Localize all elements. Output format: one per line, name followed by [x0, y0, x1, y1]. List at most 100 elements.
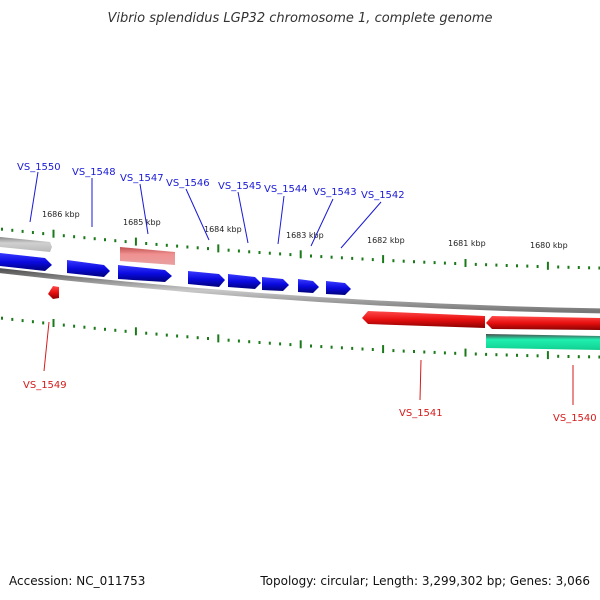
gene-label-vs1543[interactable]: VS_1543	[313, 187, 357, 198]
accession-text: Accession: NC_011753	[9, 574, 145, 588]
major-tick	[382, 255, 385, 264]
minor-tick	[145, 242, 148, 245]
minor-tick	[320, 345, 323, 349]
gene-arrow-vs1542[interactable]	[326, 281, 351, 295]
gene-arrow-vs1546[interactable]	[188, 271, 225, 287]
major-tick	[464, 348, 467, 357]
minor-tick	[279, 342, 282, 346]
minor-tick	[93, 326, 96, 330]
minor-tick	[495, 263, 498, 267]
gene-arrow-vs1543[interactable]	[298, 279, 319, 293]
minor-tick	[289, 343, 292, 347]
gene-label-vs1548[interactable]: VS_1548	[72, 167, 116, 178]
minor-tick	[237, 339, 240, 343]
minor-tick	[598, 266, 600, 270]
minor-tick	[186, 245, 189, 249]
minor-tick	[42, 232, 45, 236]
minor-tick	[31, 231, 34, 234]
minor-tick	[289, 253, 292, 257]
minor-tick	[330, 345, 333, 349]
minor-tick	[227, 338, 230, 342]
reverse-gene-labels: VS_1549 VS_1541 VS_1540	[23, 321, 597, 424]
minor-tick	[62, 323, 65, 327]
kbp-label: 1681 kbp	[448, 239, 486, 248]
major-tick	[382, 345, 385, 354]
gene-label-vs1544[interactable]: VS_1544	[264, 184, 308, 195]
gene-label-vs1545[interactable]: VS_1545	[218, 181, 262, 192]
minor-tick	[402, 259, 405, 263]
minor-tick	[320, 255, 323, 259]
gene-arrow-vs1540[interactable]	[486, 334, 600, 350]
minor-tick	[310, 344, 312, 348]
minor-tick	[114, 328, 117, 332]
minor-tick	[196, 246, 199, 250]
minor-tick	[258, 251, 261, 254]
minor-tick	[340, 346, 343, 350]
major-tick	[52, 319, 55, 327]
gene-arrow-vs1541[interactable]	[362, 311, 485, 328]
minor-tick	[423, 350, 426, 354]
gene-label-vs1550[interactable]: VS_1550	[17, 162, 61, 173]
kbp-labels: 1686 kbp 1685 kbp 1684 kbp 1683 kbp 1682…	[42, 210, 568, 250]
minor-tick	[454, 262, 457, 265]
minor-tick	[1, 316, 3, 320]
leader-line	[43, 321, 50, 372]
minor-tick	[176, 244, 179, 248]
kbp-label: 1682 kbp	[367, 236, 405, 245]
chromosome-backbone	[0, 268, 600, 314]
major-tick	[217, 334, 220, 343]
gene-label-vs1546[interactable]: VS_1546	[166, 178, 210, 189]
major-tick	[134, 327, 137, 336]
map-title: Vibrio splendidus LGP32 chromosome 1, co…	[107, 11, 492, 26]
minor-tick	[423, 260, 426, 264]
minor-tick	[371, 348, 374, 351]
kbp-label: 1685 kbp	[123, 218, 161, 227]
gene-arrow-vs1549-neighbor[interactable]	[0, 253, 52, 271]
minor-tick	[474, 262, 477, 266]
gene-arrow-vs1541-right[interactable]	[486, 316, 600, 330]
minor-tick	[361, 257, 364, 261]
minor-tick	[567, 265, 570, 269]
genome-summary-text: Topology: circular; Length: 3,299,302 bp…	[259, 574, 590, 588]
minor-tick	[495, 353, 498, 357]
minor-tick	[454, 351, 457, 355]
gene-arrow-vs1546a[interactable]	[118, 265, 172, 282]
minor-tick	[598, 355, 600, 359]
minor-tick	[104, 327, 106, 331]
gene-arrow-vs1544[interactable]	[262, 277, 289, 291]
minor-tick	[588, 266, 591, 270]
gene-label-vs1542[interactable]: VS_1542	[361, 190, 405, 201]
gene-label-vs1547[interactable]: VS_1547	[120, 173, 164, 184]
minor-tick	[11, 228, 14, 232]
minor-tick	[1, 227, 3, 231]
gene-label-vs1541[interactable]: VS_1541	[399, 408, 443, 419]
minor-tick	[392, 349, 395, 353]
major-tick	[546, 351, 549, 360]
gene-arrow-vs1549[interactable]	[48, 286, 59, 299]
gene-arrow-vs1548[interactable]	[67, 260, 110, 277]
minor-tick	[361, 347, 364, 351]
minor-tick	[402, 349, 405, 353]
kbp-label: 1680 kbp	[530, 241, 568, 250]
minor-tick	[485, 352, 488, 356]
minor-tick	[392, 259, 395, 263]
minor-tick	[268, 341, 271, 345]
minor-tick	[413, 260, 415, 264]
gene-arrow-vs1547[interactable]	[120, 247, 175, 265]
major-tick	[299, 250, 302, 259]
minor-tick	[330, 255, 333, 259]
minor-tick	[145, 331, 148, 335]
gene-arrow-vs1550[interactable]	[0, 237, 52, 252]
minor-tick	[536, 265, 539, 268]
forward-gene-labels: VS_1550 VS_1548 VS_1547 VS_1546 VS_1545 …	[17, 162, 405, 249]
leader-line	[419, 359, 422, 401]
gene-label-vs1549[interactable]: VS_1549	[23, 380, 67, 391]
major-tick	[52, 229, 55, 238]
minor-tick	[196, 336, 199, 340]
minor-tick	[124, 329, 127, 333]
gene-label-vs1540[interactable]: VS_1540	[553, 413, 597, 424]
minor-tick	[207, 247, 209, 251]
gene-arrow-vs1545[interactable]	[228, 274, 261, 289]
leader-line	[29, 171, 39, 223]
minor-tick	[73, 235, 76, 239]
